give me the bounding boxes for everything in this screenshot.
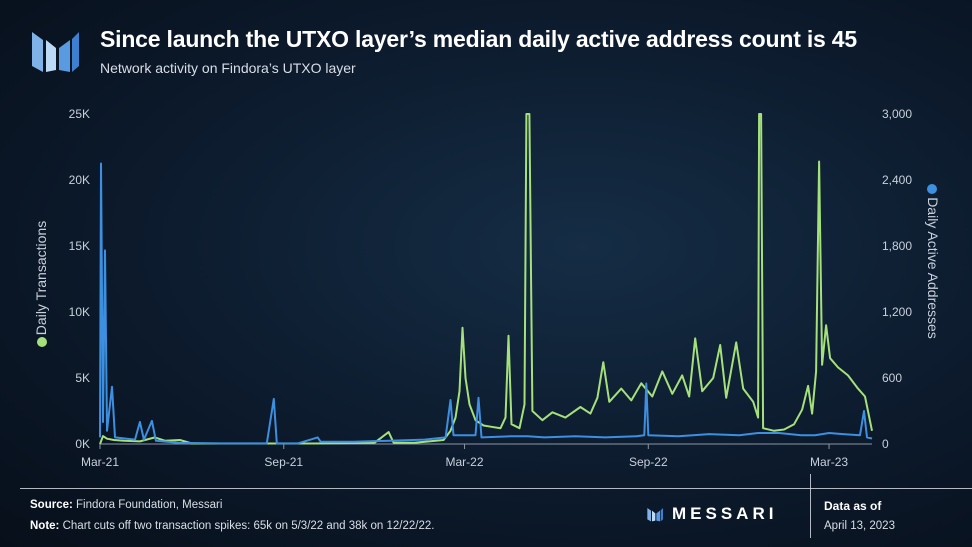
left-axis-title-group: Daily Transactions xyxy=(33,221,49,347)
left-axis-tick-label: 25K xyxy=(69,107,90,121)
daily-active-addresses-line xyxy=(99,162,873,445)
right-axis-title-group: Daily Active Addresses xyxy=(925,184,941,339)
right-axis-tick-label: 600 xyxy=(882,371,902,385)
left-axis-tick-label: 20K xyxy=(69,173,90,187)
right-axis-tick-label: 3,000 xyxy=(882,107,912,121)
source-text: Findora Foundation, Messari xyxy=(76,499,223,511)
addresses-legend-dot xyxy=(927,184,937,194)
series-group xyxy=(99,113,873,445)
data-as-of-date: April 13, 2023 xyxy=(824,520,895,532)
source-line: Source: Findora Foundation, Messari xyxy=(30,499,222,511)
transactions-legend-dot xyxy=(37,337,47,347)
daily-transactions-line xyxy=(99,113,873,445)
note-text: Chart cuts off two transaction spikes: 6… xyxy=(62,520,435,532)
left-axis-tick-label: 15K xyxy=(69,239,90,253)
right-axis-ticks: 0 600 1,200 1,800 2,400 3,000 xyxy=(882,107,912,451)
data-as-of-label: Data as of xyxy=(824,499,882,513)
x-axis-tick-label: Mar-22 xyxy=(446,455,484,469)
note-line: Note: Chart cuts off two transaction spi… xyxy=(30,520,434,532)
note-label: Note: xyxy=(30,520,60,532)
left-axis-tick-label: 5K xyxy=(75,371,90,385)
source-label: Source: xyxy=(30,499,73,511)
right-axis-tick-label: 2,400 xyxy=(882,173,912,187)
left-axis-title: Daily Transactions xyxy=(33,221,49,335)
messari-logo-icon xyxy=(32,32,79,72)
messari-small-logo-icon xyxy=(647,508,663,522)
page-title: Since launch the UTXO layer’s median dai… xyxy=(100,26,857,52)
x-axis-tick-label: Mar-21 xyxy=(81,455,119,469)
right-axis-tick-label: 0 xyxy=(882,437,889,451)
brand-mark: MESSARI xyxy=(646,504,777,524)
x-axis-tick-label: Sep-22 xyxy=(629,455,668,469)
right-axis-title: Daily Active Addresses xyxy=(925,197,941,339)
left-axis-ticks: 0K 5K 10K 15K 20K 25K xyxy=(69,107,90,451)
right-axis-tick-label: 1,800 xyxy=(882,239,912,253)
footer-vertical-divider xyxy=(810,474,811,538)
right-axis-tick-label: 1,200 xyxy=(882,305,912,319)
left-axis-tick-label: 0K xyxy=(75,437,90,451)
chart-canvas: 0K 5K 10K 15K 20K 25K 0 600 1,200 1,800 2,400 3,00… xyxy=(33,107,941,469)
brand-name: MESSARI xyxy=(672,504,778,523)
x-axis-tick-label: Mar-23 xyxy=(810,455,848,469)
page-subtitle: Network activity on Findora’s UTXO layer xyxy=(100,60,356,76)
footer-divider xyxy=(20,488,972,489)
x-axis-tick-label: Sep-21 xyxy=(264,455,303,469)
x-axis-ticks: Mar-21 Sep-21 Mar-22 Sep-22 Mar-23 xyxy=(81,444,848,469)
left-axis-tick-label: 10K xyxy=(69,305,90,319)
